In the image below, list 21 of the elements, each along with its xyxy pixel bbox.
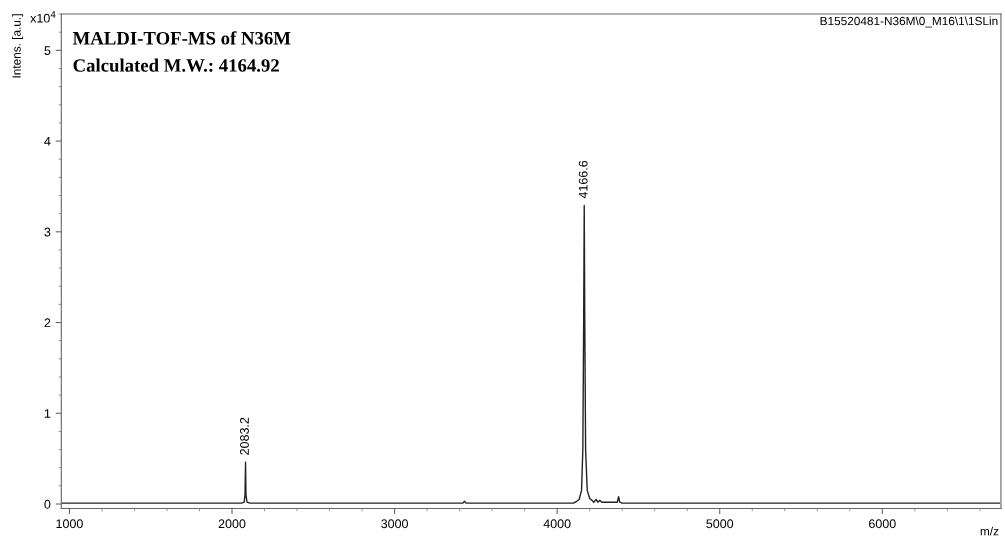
annotation: 4166.6 bbox=[578, 160, 588, 199]
x-tick-label: 2000 bbox=[218, 519, 246, 529]
x-tick-label: 3000 bbox=[381, 519, 408, 529]
y-tick-label: 5 bbox=[44, 46, 51, 56]
annotation: B15520481-N36M\0_M16\1\1SLin bbox=[820, 16, 998, 28]
annotation: 2083.2 bbox=[240, 417, 249, 455]
text: x10$^{4}$ bbox=[30, 11, 56, 23]
x-tick-label: 1000 bbox=[56, 519, 83, 529]
y-tick-label: 4 bbox=[44, 137, 51, 146]
y-tick-label: 3 bbox=[44, 227, 51, 237]
text: MALDI-TOF-MS of N36M bbox=[72, 31, 291, 45]
y-axis-title: Intens. [a.u.] bbox=[12, 14, 24, 78]
line-series bbox=[61, 204, 1001, 504]
x-tick-label: 6000 bbox=[869, 519, 896, 529]
x-tick-label: 4000 bbox=[543, 519, 571, 529]
x-tick-label: 5000 bbox=[706, 519, 734, 529]
x-axis-title: m/z bbox=[980, 526, 999, 536]
text: Calculated M.W.: 4164.92 bbox=[73, 58, 279, 72]
y-tick-label: 2 bbox=[44, 318, 51, 328]
y-tick-label: 0 bbox=[44, 499, 51, 509]
y-tick-label: 1 bbox=[44, 409, 51, 418]
